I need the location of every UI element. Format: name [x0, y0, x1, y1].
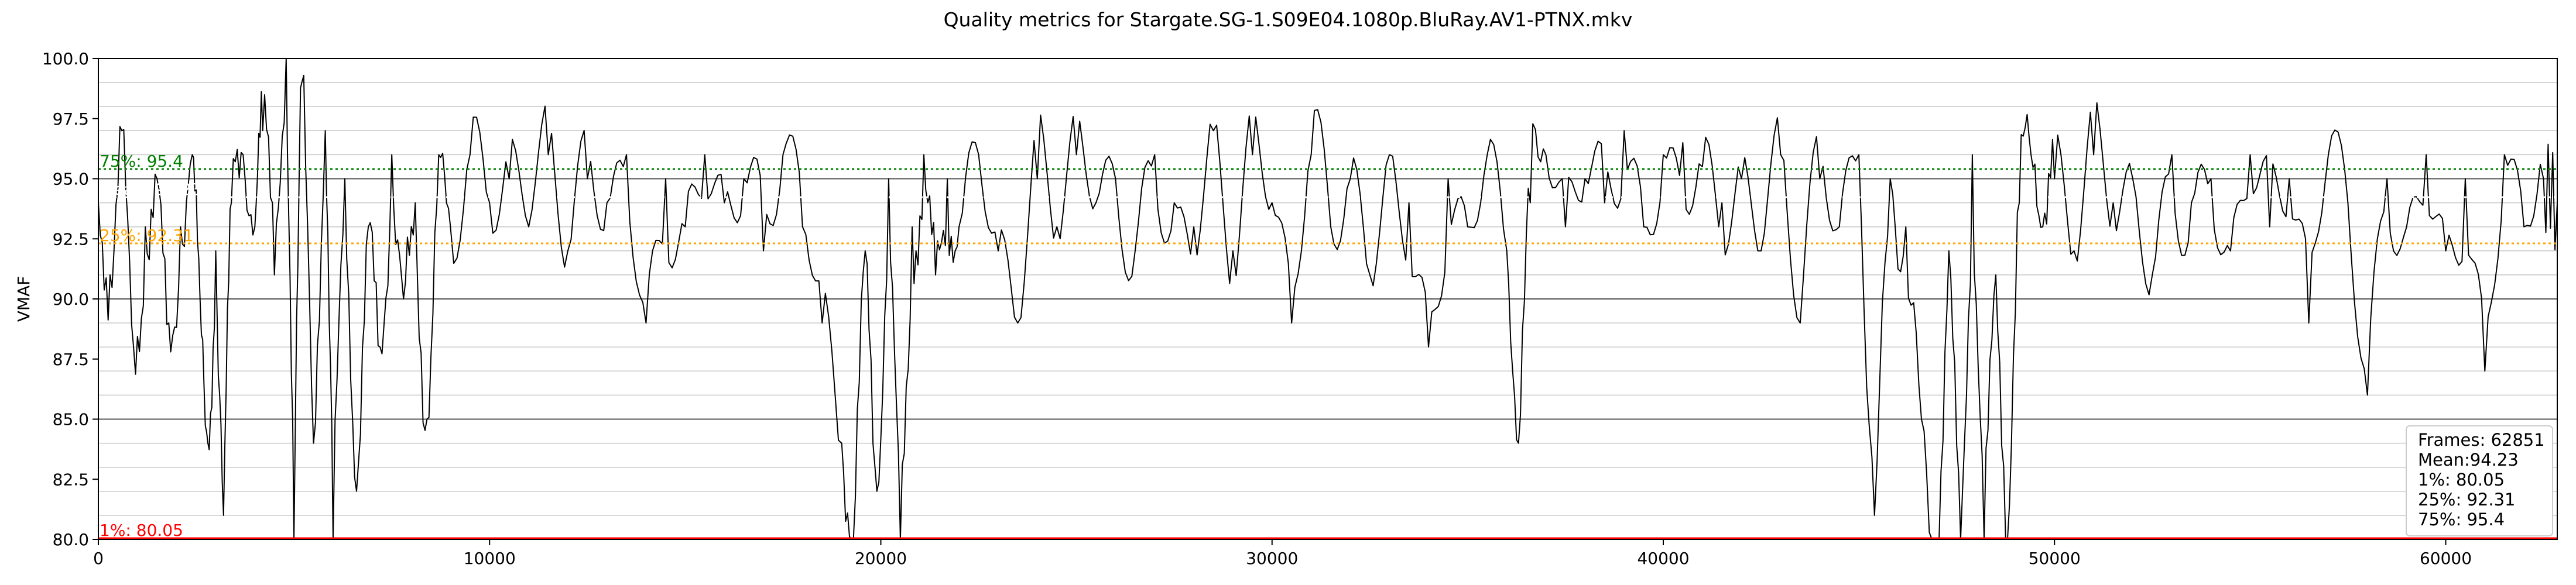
y-axis: 80.0 82.5 85.0 87.5 90.0 92.5 95.0 97.5 100.0: [42, 49, 98, 549]
stats-line: 25%: 92.31: [2418, 490, 2515, 510]
y-axis-label: VMAF: [14, 276, 33, 322]
y-tick-label: 92.5: [53, 229, 89, 249]
x-axis: 0 10000 20000 30000 40000 50000 60000: [93, 539, 2472, 568]
stats-line: 1%: 80.05: [2418, 470, 2505, 490]
reference-label: 1%: 80.05: [100, 521, 183, 540]
y-tick-label: 100.0: [42, 49, 89, 68]
stats-line: Frames: 62851: [2418, 430, 2545, 450]
y-tick-label: 95.0: [53, 170, 89, 189]
x-tick-label: 10000: [464, 549, 516, 568]
stats-line: 75%: 95.4: [2418, 510, 2505, 529]
x-tick-label: 40000: [1637, 549, 1689, 568]
x-tick-label: 50000: [2029, 549, 2081, 568]
reference-labels: 1%: 80.05 25%: 92.31 Mean: 94.23 75%: 95.4: [100, 152, 202, 540]
y-tick-label: 87.5: [53, 350, 89, 369]
x-tick-label: 0: [93, 549, 104, 568]
reference-label: Mean: 94.23: [100, 180, 202, 199]
chart-title: Quality metrics for Stargate.SG-1.S09E04…: [944, 8, 1633, 31]
y-tick-label: 97.5: [53, 109, 89, 129]
reference-lines: [98, 168, 2557, 539]
reference-label: 25%: 92.31: [100, 226, 194, 245]
x-tick-label: 60000: [2420, 549, 2472, 568]
major-grid: [98, 178, 2557, 420]
stats-box-background: [2406, 425, 2553, 536]
y-tick-label: 90.0: [53, 290, 89, 309]
y-tick-label: 80.0: [53, 530, 89, 549]
series-layer: [98, 58, 2558, 540]
y-tick-label: 82.5: [53, 470, 89, 489]
x-tick-label: 20000: [855, 549, 907, 568]
series-line: [98, 58, 2558, 540]
x-tick-label: 30000: [1246, 549, 1298, 568]
y-tick-label: 85.0: [53, 410, 89, 429]
reference-label: 75%: 95.4: [100, 152, 183, 171]
stats-line: Mean:94.23: [2418, 450, 2519, 470]
